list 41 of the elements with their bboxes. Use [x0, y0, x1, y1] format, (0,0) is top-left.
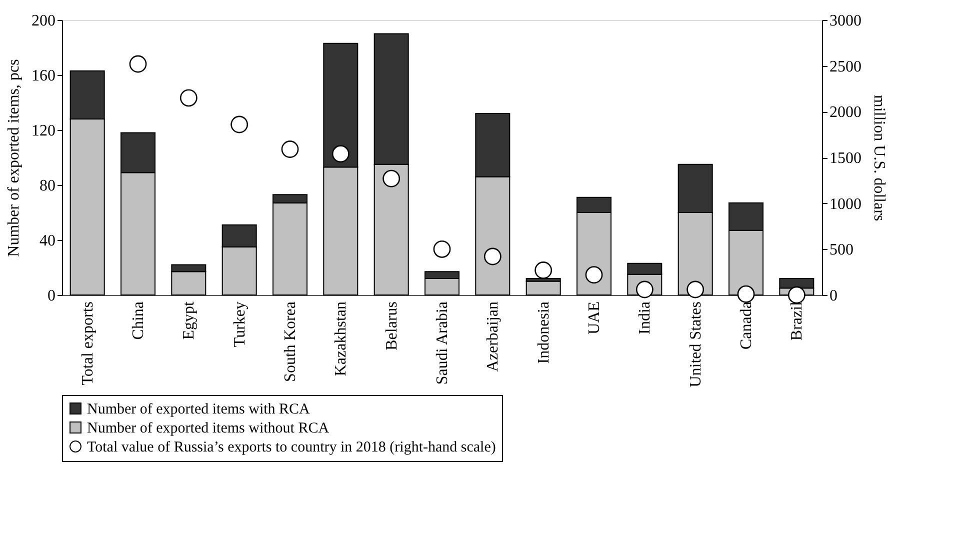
- y-tick-label: 120: [32, 122, 56, 140]
- y-tick-label: 160: [32, 68, 56, 84]
- y2-tick-label: 2000: [830, 104, 862, 122]
- x-tick-label: Saudi Arabia: [434, 302, 451, 385]
- point: [484, 248, 502, 266]
- legend-label: Number of exported items with RCA: [87, 402, 310, 418]
- x-tick-label: Egypt: [180, 300, 198, 340]
- point: [686, 280, 704, 298]
- y2-tick-label: 1500: [830, 150, 862, 167]
- x-tick-label: Kazakhstan: [332, 302, 350, 376]
- legend-label: Total value of Russia’s exports to country in 2018 (right-hand scale): [87, 440, 496, 456]
- y2-axis-title: million U.S. dollars: [870, 94, 888, 222]
- y-tick-label: 200: [32, 12, 56, 30]
- point: [332, 145, 350, 163]
- x-tick-label: Turkey: [231, 302, 248, 348]
- y2-tick-label: 1000: [830, 196, 862, 213]
- y2-tick-label: 2500: [830, 58, 862, 76]
- y-tick-label: 80: [40, 178, 56, 194]
- bar: [526, 280, 561, 296]
- y-axis-title: Number of exported items, pcs: [6, 59, 22, 257]
- x-tick-label: UAE: [586, 302, 603, 334]
- point: [585, 266, 603, 284]
- x-tick-label: South Korea: [282, 302, 299, 382]
- x-tick-label: Total exports: [79, 302, 96, 386]
- y2-tick-label: 500: [830, 242, 854, 259]
- point: [737, 285, 755, 303]
- point: [382, 170, 400, 188]
- x-tick-label: Indonesia: [535, 302, 552, 364]
- legend-label: Number of exported items without RCA: [87, 420, 330, 436]
- x-tick-label: Brazil: [788, 300, 806, 341]
- x-tick-label: United States: [687, 302, 704, 388]
- x-tick-label: Azerbaijan: [484, 302, 502, 372]
- y-tick-label: 40: [40, 232, 56, 250]
- x-tick-label: Belarus: [383, 302, 400, 350]
- x-tick-label: India: [636, 302, 654, 334]
- x-tick-label: China: [130, 302, 147, 340]
- y2-tick-label: 0: [830, 288, 838, 304]
- y2-tick-label: 3000: [830, 12, 862, 30]
- point: [788, 286, 806, 304]
- y-tick-label: 0: [48, 288, 56, 304]
- x-tick-label: Canada: [738, 302, 755, 350]
